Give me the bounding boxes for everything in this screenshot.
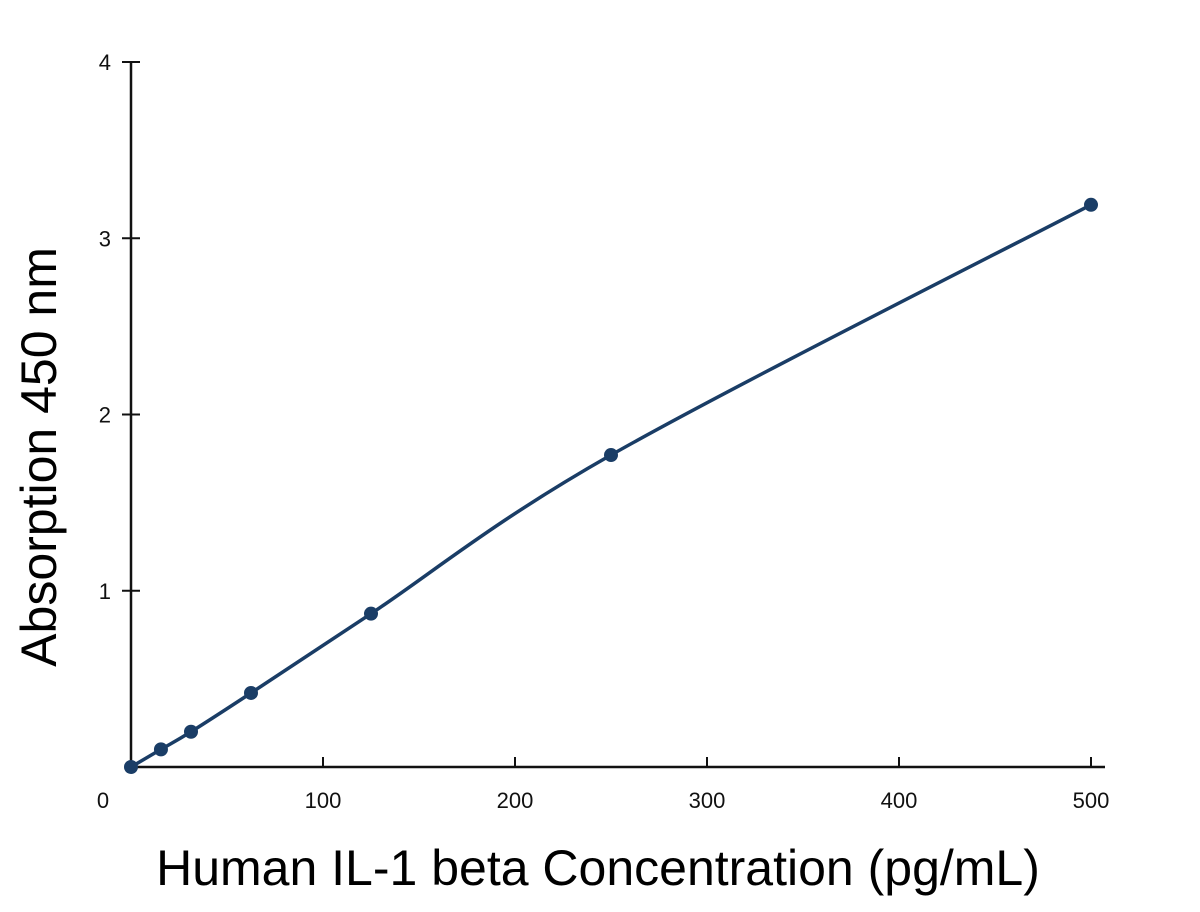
x-tick-label-200: 200: [497, 788, 534, 813]
series-line-0: [129, 203, 1093, 769]
data-point-0: [124, 760, 138, 774]
x-tick-label-300: 300: [689, 788, 726, 813]
data-point-31.25: [184, 724, 198, 739]
data-point-15.6: [153, 742, 168, 757]
y-tick-label-3: 3: [99, 226, 111, 251]
tick-labels: 0 100 200 300 400 500 1 2 3 4: [97, 50, 1109, 813]
x-tick-label-500: 500: [1073, 788, 1110, 813]
data-point-125: [364, 606, 378, 621]
y-tick-label-2: 2: [99, 403, 111, 428]
data-point-62.5: [244, 685, 258, 700]
x-tick-label-0: 0: [97, 788, 109, 813]
x-tick-label-100: 100: [305, 788, 342, 813]
y-tick-label-4: 4: [99, 50, 111, 75]
y-axis-title: Absorption 450 nm: [11, 247, 67, 667]
series-layer: [124, 197, 1098, 774]
x-tick-label-400: 400: [881, 788, 918, 813]
y-tick-label-1: 1: [99, 579, 111, 604]
axes: [122, 61, 1105, 769]
data-point-500: [1084, 197, 1098, 212]
data-point-250: [604, 448, 618, 463]
x-axis-title: Human IL-1 beta Concentration (pg/mL): [156, 840, 1040, 896]
